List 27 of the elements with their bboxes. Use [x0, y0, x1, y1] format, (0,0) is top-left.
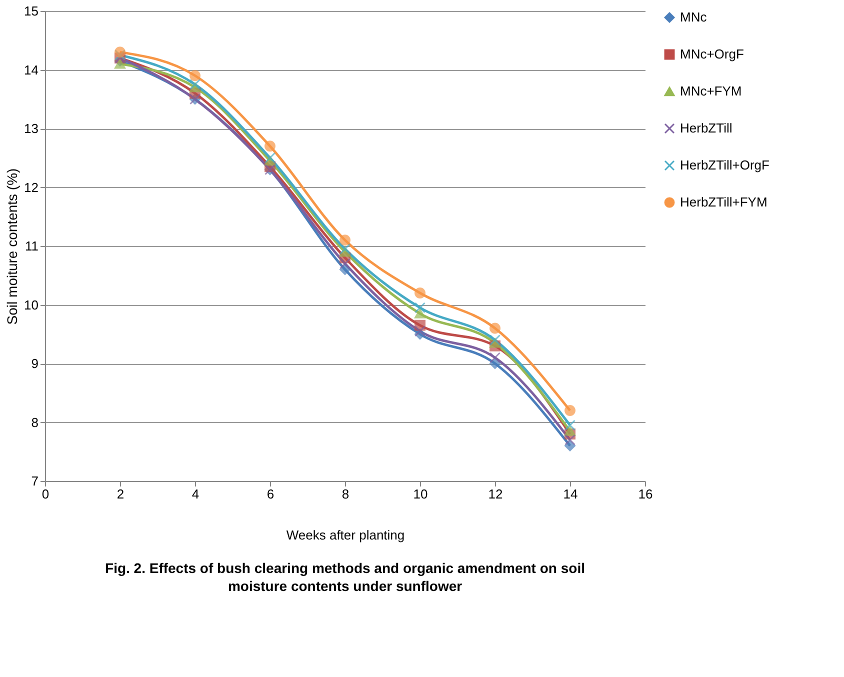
y-tick-label: 15: [24, 4, 38, 18]
y-tick-label: 11: [25, 238, 38, 254]
x-tick-label: 0: [42, 486, 50, 502]
x-tick-label: 10: [413, 486, 428, 502]
y-axis-title: Soil moiture contents (%): [4, 168, 20, 325]
y-tick-label: 10: [24, 297, 38, 312]
x-tick-label: 16: [638, 486, 653, 502]
y-tick-label: 9: [31, 356, 38, 371]
x-tick-label: 8: [342, 486, 350, 502]
x-tick-label: 6: [266, 486, 274, 502]
x-tick-label: 4: [192, 486, 200, 502]
y-tick-label: 7: [31, 474, 38, 488]
legend-label: MNc+FYM: [680, 84, 742, 98]
y-tick-label: 13: [24, 121, 38, 136]
legend-label: HerbZTill+OrgF: [680, 158, 770, 172]
y-tick-label: 8: [31, 414, 38, 430]
legend-label: MNc: [680, 10, 708, 24]
y-tick-label: 12: [24, 180, 38, 195]
legend-label: MNc+OrgF: [680, 46, 744, 62]
x-tick-label: 12: [488, 486, 503, 502]
text: Fig. 2. Effects of bush clearing methods and organic amendment on soil moisture contents under sunflower: [105, 560, 585, 594]
legend-label: HerbZTill+FYM: [680, 194, 768, 210]
x-tick-label: 2: [116, 486, 124, 502]
x-axis-title: Weeks after planting: [286, 528, 405, 542]
legend-label: HerbZTill: [680, 120, 732, 136]
y-tick-label: 14: [24, 62, 38, 78]
x-tick-label: 14: [563, 486, 578, 502]
